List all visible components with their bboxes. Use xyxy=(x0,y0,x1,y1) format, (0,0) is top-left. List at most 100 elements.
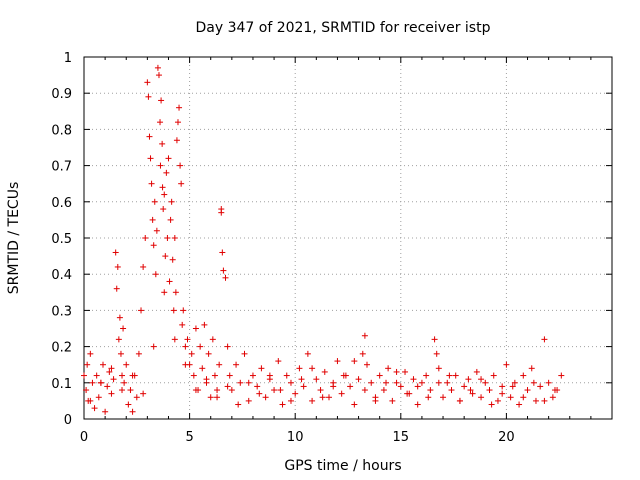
x-tick-label: 0 xyxy=(80,430,88,445)
data-point xyxy=(172,289,179,296)
data-point xyxy=(149,216,156,223)
data-point xyxy=(385,365,392,372)
data-point xyxy=(214,394,221,401)
data-point xyxy=(133,394,140,401)
data-point xyxy=(235,401,242,408)
x-tick-label: 15 xyxy=(393,430,410,445)
data-point xyxy=(203,376,210,383)
data-point xyxy=(256,390,263,397)
data-point xyxy=(233,361,240,368)
data-point xyxy=(427,387,434,394)
data-point xyxy=(444,379,451,386)
data-point xyxy=(486,387,493,394)
data-point xyxy=(161,191,168,198)
data-point xyxy=(359,350,366,357)
data-point xyxy=(119,372,126,379)
data-point xyxy=(249,372,256,379)
y-tick-label: 0.8 xyxy=(51,123,72,138)
data-point xyxy=(106,368,113,375)
data-point xyxy=(431,336,438,343)
data-point xyxy=(123,361,130,368)
data-point xyxy=(364,361,371,368)
data-point xyxy=(174,119,181,126)
data-point xyxy=(129,372,136,379)
data-point xyxy=(93,372,100,379)
data-point xyxy=(266,372,273,379)
data-point xyxy=(205,350,212,357)
data-point xyxy=(84,361,91,368)
data-point xyxy=(254,383,261,390)
data-point xyxy=(338,390,345,397)
data-point xyxy=(287,379,294,386)
data-point xyxy=(414,383,421,390)
data-point xyxy=(159,140,166,147)
data-point xyxy=(201,321,208,328)
data-point xyxy=(167,216,174,223)
data-point xyxy=(140,263,147,270)
data-point xyxy=(211,372,218,379)
y-tick-label: 0.4 xyxy=(51,268,72,283)
data-point xyxy=(147,155,154,162)
data-point xyxy=(144,79,151,86)
data-point xyxy=(340,372,347,379)
data-point xyxy=(81,372,87,379)
data-point xyxy=(520,372,527,379)
data-point xyxy=(488,401,495,408)
data-point xyxy=(435,365,442,372)
data-point xyxy=(145,93,152,100)
data-point xyxy=(104,383,111,390)
data-point xyxy=(95,394,102,401)
data-point xyxy=(154,64,161,71)
data-point xyxy=(558,372,565,379)
data-point xyxy=(108,365,115,372)
data-point xyxy=(448,387,455,394)
data-point xyxy=(425,394,432,401)
data-point xyxy=(490,372,497,379)
data-point xyxy=(150,242,157,249)
data-point xyxy=(100,361,107,368)
x-tick-labels: 0 5 10 15 20 xyxy=(80,430,515,445)
data-point xyxy=(530,379,537,386)
data-point xyxy=(150,343,157,350)
data-point xyxy=(125,401,132,408)
data-point xyxy=(245,379,252,386)
data-point xyxy=(219,249,226,256)
data-point xyxy=(220,267,227,274)
data-point xyxy=(160,206,167,213)
data-point xyxy=(114,263,121,270)
data-point xyxy=(440,394,447,401)
data-point xyxy=(173,137,180,144)
data-point xyxy=(296,365,303,372)
data-point xyxy=(108,390,115,397)
data-point xyxy=(277,387,284,394)
data-point xyxy=(402,368,409,375)
data-point xyxy=(179,321,186,328)
data-point xyxy=(120,325,127,332)
data-point xyxy=(218,209,225,216)
data-point xyxy=(117,350,124,357)
data-point xyxy=(433,350,440,357)
data-point xyxy=(372,397,379,404)
data-point xyxy=(499,390,506,397)
data-point xyxy=(516,401,523,408)
data-point xyxy=(279,401,286,408)
data-point xyxy=(190,372,197,379)
data-point xyxy=(113,285,120,292)
data-point xyxy=(404,390,411,397)
data-point xyxy=(180,307,187,314)
data-point xyxy=(473,368,480,375)
data-point xyxy=(532,397,539,404)
data-point xyxy=(129,408,136,415)
data-point xyxy=(467,387,474,394)
data-point xyxy=(528,365,535,372)
data-point xyxy=(115,336,122,343)
data-point xyxy=(170,307,177,314)
data-point xyxy=(317,387,324,394)
data-point xyxy=(192,325,199,332)
data-point xyxy=(418,379,425,386)
data-point xyxy=(237,379,244,386)
data-point xyxy=(182,343,189,350)
x-tick-label: 10 xyxy=(287,430,304,445)
data-point xyxy=(89,379,96,386)
data-point xyxy=(361,387,368,394)
